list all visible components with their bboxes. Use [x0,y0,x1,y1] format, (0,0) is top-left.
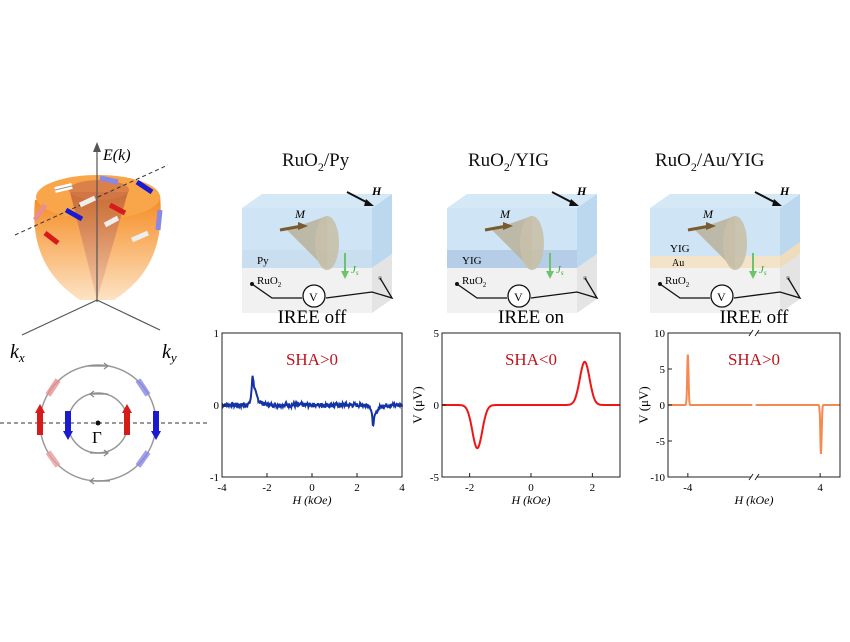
x-tick-label: -2 [465,482,474,494]
title-part: RuO [655,150,691,171]
y-tick-label: 10 [654,328,666,340]
spin-current-label: Js [759,264,767,277]
y-tick-label: 5 [660,364,666,376]
x-tick-label: -4 [217,482,227,494]
x-tick-label: -2 [262,482,271,494]
field-label: H [779,184,790,198]
title-subscript: 2 [503,159,510,174]
x-axis-label: H (kOe) [292,493,332,507]
substrate-label: RuO2 [665,275,690,289]
top-layer-label: YIG [670,243,690,255]
y-axis-label: V (μV) [636,386,651,423]
spin-arrows-3d [32,175,163,245]
x-tick-label: 0 [528,482,534,494]
voltmeter-icon [710,284,734,308]
energy-axis: E(k) [93,142,131,302]
data-series-line [755,404,840,455]
y-tick-label: 0 [214,400,220,412]
sha-annotation: SHA>0 [728,350,780,369]
axis-break-mark [748,329,760,337]
chart-1: IREE off SHA>0 -4 -2 0 2 4 1 0 -1 H (kOe) [210,307,405,507]
y-tick-label: 0 [434,400,440,412]
sha-annotation: SHA<0 [505,350,557,369]
gamma-label: Γ [92,428,102,447]
substrate-label: RuO2 [462,275,487,289]
x-tick-label: 2 [354,482,360,494]
substrate-label: RuO2 [257,275,282,289]
x-tick-label: 0 [309,482,315,494]
data-series-line [668,354,753,406]
y-axis-label: V (μV) [410,386,425,423]
magnetization-label: M [702,207,714,221]
data-series-line [442,360,620,450]
field-label: H [576,184,587,198]
title-subscript: 2 [317,159,324,174]
device-schematic-1: M H Py RuO2 Js V [242,184,394,313]
sha-annotation: SHA>0 [286,350,338,369]
device-schematic-2: M H YIG RuO2 Js V [447,184,599,313]
axis-break-mark [748,473,760,481]
chart-title: IREE off [720,307,789,328]
x-tick-label: -4 [683,482,693,494]
chart-title: IREE on [498,307,564,328]
title-part: RuO [282,150,318,171]
voltmeter-label: V [717,290,726,304]
data-series-line [221,375,403,428]
y-tick-label: 5 [434,328,440,340]
x-tick-label: 4 [817,482,823,494]
voltmeter-label: V [309,290,318,304]
magnetization-label: M [499,207,511,221]
top-layer-label: Py [257,255,269,267]
magnetization-label: M [294,207,306,221]
voltmeter-icon [507,284,531,308]
device-title-2: RuO2/YIG [468,150,549,175]
voltmeter-icon [302,284,326,308]
device-title-1: RuO2/Py [282,150,349,175]
energy-label: E(k) [102,147,131,164]
ky-axis [96,299,161,331]
x-tick-label: 2 [590,482,596,494]
field-label: H [371,184,382,198]
tangential-spin-arrows [88,362,110,485]
y-tick-label: 0 [660,400,666,412]
y-tick-label: -5 [430,472,440,484]
title-part: /YIG [509,150,549,171]
kx-label: kx [10,341,25,365]
middle-layer-label: Au [672,258,684,269]
voltmeter-label: V [514,290,523,304]
ky-label: ky [162,341,177,365]
chart-3: IREE off SHA>0 -4 4 10 5 0 -5 -10 H (kOe) V (μV) [636,307,841,507]
fermi-contours: Γ [0,362,210,485]
chart-title: IREE off [278,307,347,328]
chart-2: IREE on SHA<0 -2 0 2 5 0 -5 H (kOe) V (μV) [410,307,621,507]
title-part: RuO [468,150,504,171]
x-axis-label: H (kOe) [734,493,774,507]
title-subscript: 2 [690,159,697,174]
spin-current-label: Js [351,264,359,277]
top-layer-label: YIG [462,255,482,267]
band-structure-diagram: E(k) kx ky Γ [0,142,210,485]
device-schematic-3: M H YIG Au RuO2 Js V [650,184,802,313]
title-part: /Au/YIG [696,150,765,171]
axis-break-gap [751,331,757,335]
y-tick-label: -5 [656,436,666,448]
y-tick-label: -10 [650,472,665,484]
x-tick-label: 4 [399,482,405,494]
spin-current-label: Js [556,264,564,277]
device-title-3: RuO2/Au/YIG [655,150,764,175]
kx-axis [21,299,98,336]
axis-break-gap [751,475,757,479]
title-part: /Py [323,150,350,171]
y-tick-label: -1 [210,472,219,484]
y-tick-label: 1 [214,328,220,340]
x-axis-label: H (kOe) [511,493,551,507]
